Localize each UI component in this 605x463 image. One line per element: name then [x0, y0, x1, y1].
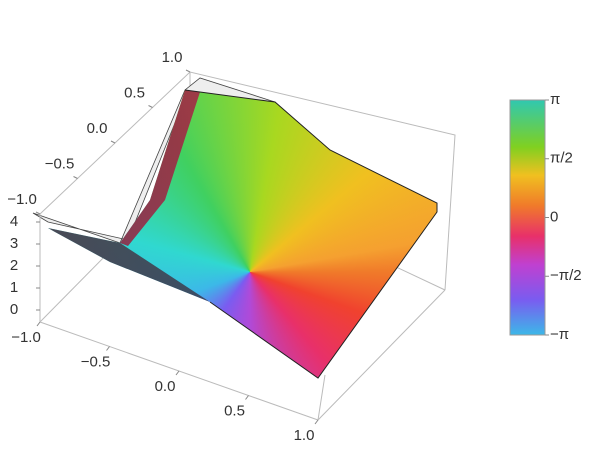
y-tick: [73, 176, 78, 179]
y-tick-label: −1.0: [7, 191, 37, 208]
x-tick-label: −1.0: [11, 329, 41, 346]
x-tick: [106, 346, 110, 351]
y-tick-label: 0.5: [124, 84, 145, 101]
y-tick: [185, 69, 191, 73]
y-tick: [148, 105, 153, 108]
colorbar: [509, 99, 546, 336]
colorbar-tick-label: 0: [550, 208, 558, 225]
x-tick: [314, 419, 319, 425]
x-tick-label: 0.0: [155, 378, 176, 395]
x-tick-label: 1.0: [294, 427, 315, 444]
colorbar-tick-label: −π: [550, 326, 569, 343]
y-tick: [110, 140, 116, 144]
y-tick: [35, 211, 41, 215]
y-tick-label: 0.0: [87, 120, 108, 137]
z-tick-label: 1: [10, 279, 18, 296]
box-edge: [317, 374, 326, 421]
x-tick-label: 0.5: [224, 402, 245, 419]
box-edge: [39, 214, 446, 421]
surface-edge: [184, 89, 438, 379]
x-tick: [175, 370, 180, 376]
colorbar-tick-label: π/2: [550, 150, 573, 167]
y-tick-label: 1.0: [162, 49, 183, 66]
z-tick-label: 0: [10, 301, 18, 318]
x-tick: [36, 321, 41, 327]
z-tick-label: 4: [10, 213, 18, 230]
x-tick: [245, 395, 249, 400]
z-tick-label: 3: [10, 235, 18, 252]
colorbar-tick-label: −π/2: [550, 267, 582, 284]
colorbar-tick-label: π: [550, 91, 560, 108]
y-tick-label: −0.5: [45, 155, 75, 172]
z-tick-label: 2: [10, 257, 18, 274]
x-tick-label: −0.5: [81, 353, 111, 370]
